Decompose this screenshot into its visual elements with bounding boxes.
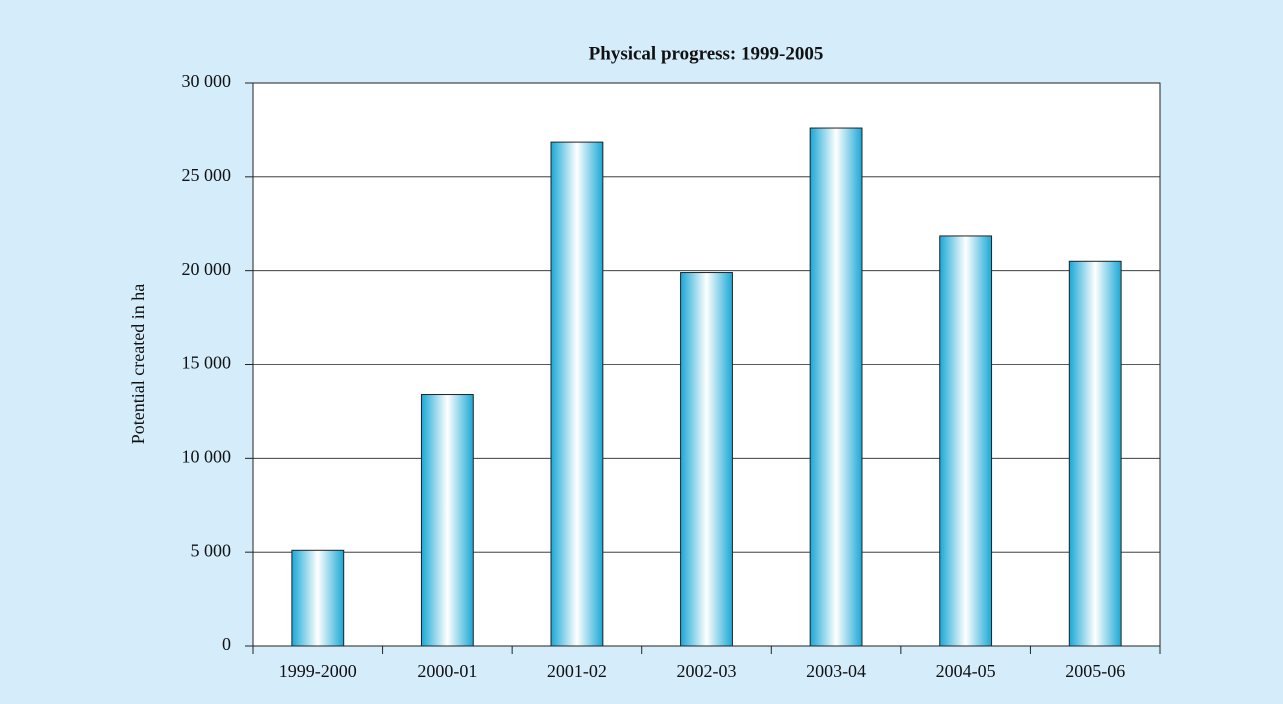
bar xyxy=(291,549,345,647)
x-tick-label: 2004-05 xyxy=(936,661,996,681)
y-tick-label: 15 000 xyxy=(182,353,232,373)
bar xyxy=(809,127,863,647)
y-tick-label: 10 000 xyxy=(182,446,232,466)
chart-title: Physical progress: 1999-2005 xyxy=(589,43,824,64)
y-tick-label: 30 000 xyxy=(182,71,232,91)
y-tick-label: 25 000 xyxy=(182,165,232,185)
bar xyxy=(550,141,604,647)
x-tick-label: 1999-2000 xyxy=(279,661,357,681)
bar xyxy=(420,394,474,647)
bar xyxy=(680,272,733,647)
y-tick-label: 20 000 xyxy=(182,259,232,279)
x-tick-label: 2003-04 xyxy=(806,661,866,681)
y-tick-label: 5 000 xyxy=(191,540,232,560)
x-tick-label: 2001-02 xyxy=(547,661,607,681)
x-tick-label: 2002-03 xyxy=(677,661,737,681)
bar xyxy=(939,235,993,647)
bar xyxy=(1068,260,1122,647)
y-tick-label: 0 xyxy=(222,634,231,654)
x-tick-label: 2000-01 xyxy=(417,661,477,681)
y-axis-label: Potential created in ha xyxy=(128,284,148,444)
x-tick-label: 2005-06 xyxy=(1065,661,1125,681)
